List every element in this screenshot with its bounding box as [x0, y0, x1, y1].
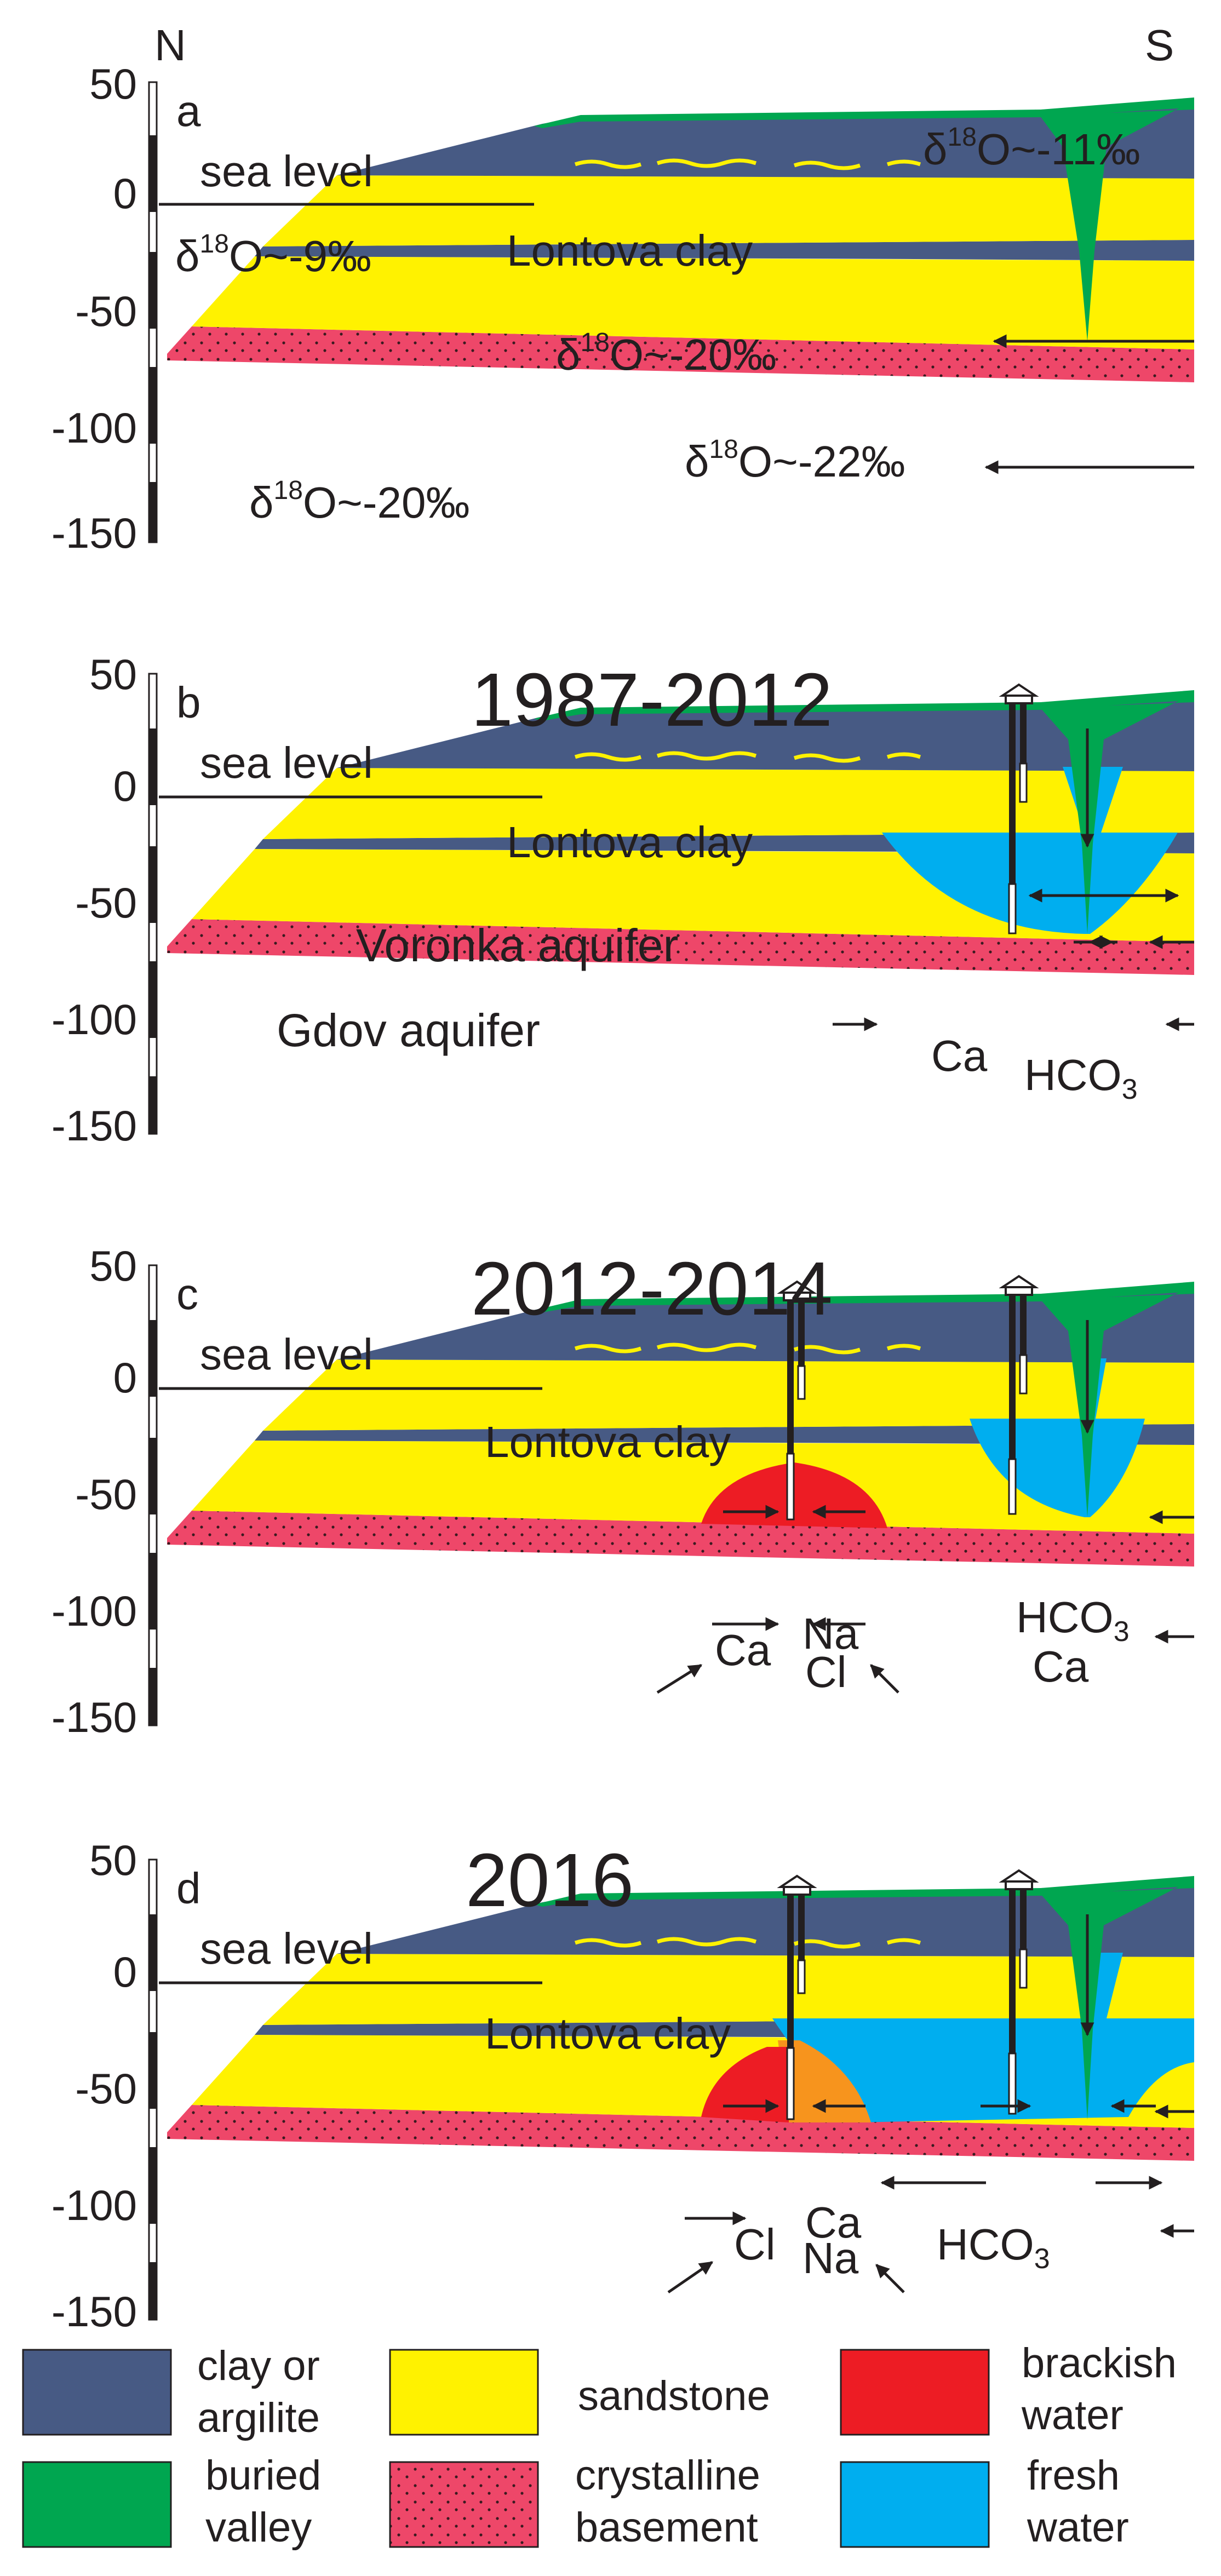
tick-a-minus100: -100 [51, 404, 137, 452]
legend-swatch-sandstone [389, 2349, 539, 2436]
sea-level-label-d: sea level [200, 1924, 373, 1973]
tick-b-50: 50 [89, 650, 137, 698]
tick-d-minus100: -100 [51, 2181, 137, 2229]
legend-brackish-line2: water [1021, 2392, 1123, 2439]
sea-level-label-b: sea level [200, 738, 373, 787]
year-label-d: 2016 [466, 1838, 634, 1923]
sea-level-label-c: sea level [200, 1330, 373, 1379]
year-label-c: 2012-2014 [471, 1247, 833, 1331]
ion-cl-label-d: Cl [734, 2220, 776, 2269]
tick-d-minus150: -150 [51, 2287, 137, 2336]
tick-c-0: 0 [113, 1353, 137, 1402]
ion-hco3-label-b: HCO3 [1024, 1051, 1138, 1105]
voronka-aquifer-label: Voronka aquifer [356, 920, 678, 971]
legend-clay-line1: clay or [197, 2343, 320, 2389]
lontova-clay-label-c: Lontova clay [485, 1418, 731, 1466]
tick-a-0: 0 [113, 169, 137, 217]
legend-sandstone: sandstone [578, 2373, 770, 2419]
well-b [999, 683, 1039, 934]
ion-ca-label-c: Ca [715, 1626, 771, 1674]
legend-basement-line2: basement [575, 2504, 758, 2551]
ion-ca-label-b: Ca [931, 1031, 988, 1080]
lontova-clay-label-d: Lontova clay [485, 2009, 731, 2058]
north-label: N [154, 21, 186, 70]
ion-cl-label-c: Cl [805, 1648, 847, 1696]
fresh-water-zone-b [882, 833, 1178, 934]
well-c-left [777, 1280, 817, 1521]
legend-swatch-basement [389, 2461, 539, 2548]
tick-c-minus150: -150 [51, 1693, 137, 1741]
legend-valley-line2: valley [205, 2504, 312, 2551]
tick-c-minus100: -100 [51, 1587, 137, 1635]
legend-fresh-line1: fresh [1027, 2452, 1120, 2499]
isotope-gdov-label: δ18O~-22‰ [685, 435, 905, 486]
isotope-voronka-label: δ18O~-20‰ [556, 328, 777, 379]
tick-c-minus50: -50 [75, 1470, 137, 1518]
well-d-left [777, 1874, 817, 2120]
panel-letter-b: b [176, 678, 201, 727]
legend-brackish-line1: brackish [1022, 2340, 1177, 2386]
isotope-left-label: δ18O~-9‰ [175, 230, 371, 280]
buried-valley-shape [1035, 100, 1194, 341]
legend: clay or argilite buried valley sandstone… [22, 2340, 1177, 2551]
legend-swatch-brackish [840, 2349, 990, 2436]
depth-axis-b [148, 673, 158, 1135]
legend-fresh-line2: water [1027, 2504, 1129, 2551]
isotope-basement-label: δ18O~-20‰ [249, 476, 470, 527]
tick-a-minus50: -50 [75, 287, 137, 335]
well-c-right [999, 1275, 1039, 1515]
legend-valley-line1: buried [205, 2452, 321, 2499]
ion-hco3-label-c: HCO3 [1016, 1593, 1130, 1648]
panel-a [159, 97, 1194, 474]
depth-axis-a [148, 81, 158, 543]
tick-b-minus50: -50 [75, 879, 137, 927]
gdov-aquifer-label: Gdov aquifer [277, 1005, 540, 1056]
legend-clay-line2: argilite [197, 2395, 320, 2441]
lontova-clay-label-b: Lontova clay [507, 818, 753, 867]
panel-letter-c: c [176, 1270, 198, 1318]
ion-hco3-label-d: HCO3 [937, 2220, 1050, 2275]
panel-letter-d: d [176, 1864, 201, 1913]
tick-a-minus150: -150 [51, 509, 137, 557]
ion-ca2-label-c: Ca [1033, 1642, 1089, 1691]
south-label: S [1145, 21, 1174, 70]
tick-d-minus50: -50 [75, 2064, 137, 2113]
panel-c [159, 1275, 1194, 1694]
panel-b [159, 683, 1194, 1031]
depth-axis-c [148, 1264, 158, 1726]
year-label-b: 1987-2012 [471, 658, 833, 742]
legend-swatch-clay [22, 2349, 172, 2436]
tick-b-minus150: -150 [51, 1101, 137, 1150]
tick-c-50: 50 [89, 1242, 137, 1290]
isotope-valley-label: δ18O~-11‰ [923, 123, 1140, 174]
panel-letter-a: a [176, 87, 201, 135]
tick-b-minus100: -100 [51, 995, 137, 1043]
tick-b-0: 0 [113, 762, 137, 810]
ion-na-label-c: Na [802, 1609, 859, 1658]
tick-d-0: 0 [113, 1948, 137, 1996]
tick-a-50: 50 [89, 60, 137, 108]
depth-axis-d [148, 1858, 158, 2321]
legend-basement-line1: crystalline [575, 2452, 760, 2499]
tick-d-50: 50 [89, 1836, 137, 1884]
sea-level-label-a: sea level [200, 147, 373, 196]
panel-d [159, 1869, 1194, 2294]
legend-swatch-valley [22, 2461, 172, 2548]
lontova-clay-label-a: Lontova clay [507, 226, 753, 275]
ion-na-label-d: Na [802, 2234, 859, 2282]
legend-swatch-fresh [840, 2461, 990, 2548]
well-d-right [999, 1869, 1039, 2115]
ion-ca-label-d: Ca [805, 2198, 862, 2247]
mixed-water-zone-d [778, 2040, 871, 2122]
